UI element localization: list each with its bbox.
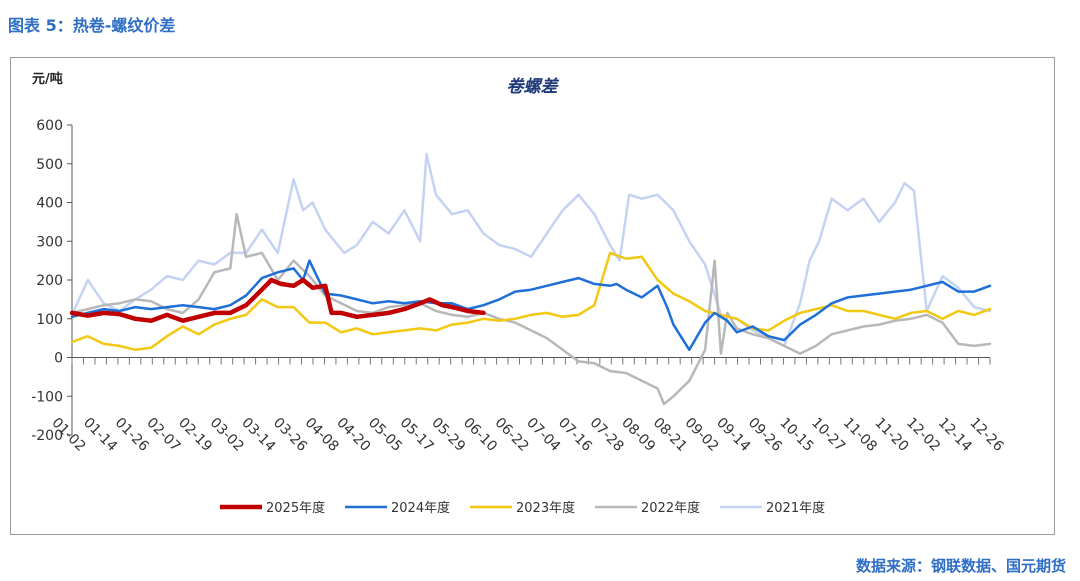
y-axis-label: 元/吨 bbox=[32, 71, 63, 87]
x-tick-label: 05-17 bbox=[397, 415, 437, 455]
chart-title: 卷螺差 bbox=[507, 77, 560, 97]
x-tick-label: 08-09 bbox=[618, 415, 658, 455]
x-tick-label: 04-08 bbox=[302, 415, 342, 455]
series-line-2021年度 bbox=[70, 152, 992, 348]
chart-frame bbox=[10, 57, 1055, 535]
series-line-2025年度 bbox=[69, 277, 486, 323]
x-tick-label: 02-07 bbox=[143, 415, 183, 455]
x-tick-label: 12-14 bbox=[935, 415, 975, 455]
y-tick-label: -200 bbox=[31, 428, 63, 444]
figure-title: 图表 5：热卷-螺纹价差 bbox=[8, 16, 176, 35]
x-tick-label: 06-10 bbox=[460, 415, 500, 455]
x-tick-label: 06-22 bbox=[492, 415, 532, 455]
x-tick-label: 01-26 bbox=[112, 415, 152, 455]
legend-label: 2021年度 bbox=[766, 500, 825, 516]
x-tick-label: 09-14 bbox=[713, 415, 753, 455]
x-axis: 01-0201-1401-2602-0702-1903-0203-1403-26… bbox=[48, 357, 1007, 455]
series-line-2024年度 bbox=[70, 259, 992, 352]
x-tick-label: 07-04 bbox=[523, 415, 563, 455]
y-tick-label: 0 bbox=[54, 351, 63, 367]
x-tick-label: 07-28 bbox=[587, 415, 627, 455]
x-tick-label: 01-14 bbox=[80, 415, 120, 455]
y-tick-label: 400 bbox=[36, 196, 63, 212]
y-axis: 600 500 400 300 200 100 0 -100 -200 bbox=[31, 118, 73, 444]
legend-label: 2025年度 bbox=[266, 500, 325, 516]
y-tick-label: 300 bbox=[36, 234, 63, 250]
x-tick-label: 05-29 bbox=[428, 415, 468, 455]
source-note: 数据来源：钢联数据、国元期货 bbox=[855, 557, 1066, 575]
x-tick-label: 03-02 bbox=[207, 415, 247, 455]
legend: 2025年度 2024年度 2023年度 2022年度 2021年度 bbox=[220, 500, 825, 516]
x-tick-label: 10-15 bbox=[776, 415, 816, 455]
x-tick-label: 08-21 bbox=[650, 415, 690, 455]
x-tick-label: 04-20 bbox=[333, 415, 373, 455]
y-tick-label: -100 bbox=[31, 389, 63, 405]
x-tick-label: 12-26 bbox=[966, 415, 1006, 455]
x-tick-label: 09-02 bbox=[682, 415, 722, 455]
x-tick-label: 10-27 bbox=[808, 415, 848, 455]
y-tick-label: 200 bbox=[36, 273, 63, 289]
y-tick-label: 500 bbox=[36, 157, 63, 173]
x-tick-label: 02-19 bbox=[175, 415, 215, 455]
legend-label: 2024年度 bbox=[391, 500, 450, 516]
y-tick-label: 600 bbox=[36, 118, 63, 134]
x-tick-label: 05-05 bbox=[365, 415, 405, 455]
series-line-2022年度 bbox=[70, 212, 992, 406]
series-line-2023年度 bbox=[70, 251, 992, 352]
series-lines bbox=[69, 152, 992, 406]
x-tick-label: 11-20 bbox=[871, 415, 911, 455]
legend-label: 2023年度 bbox=[516, 500, 575, 516]
x-tick-label: 12-02 bbox=[903, 415, 943, 455]
x-tick-label: 09-26 bbox=[745, 415, 785, 455]
x-tick-label: 03-14 bbox=[238, 415, 278, 455]
x-tick-label: 03-26 bbox=[270, 415, 310, 455]
y-tick-label: 100 bbox=[36, 312, 63, 328]
legend-label: 2022年度 bbox=[641, 500, 700, 516]
x-tick-label: 11-08 bbox=[840, 415, 880, 455]
x-tick-label: 07-16 bbox=[555, 415, 595, 455]
